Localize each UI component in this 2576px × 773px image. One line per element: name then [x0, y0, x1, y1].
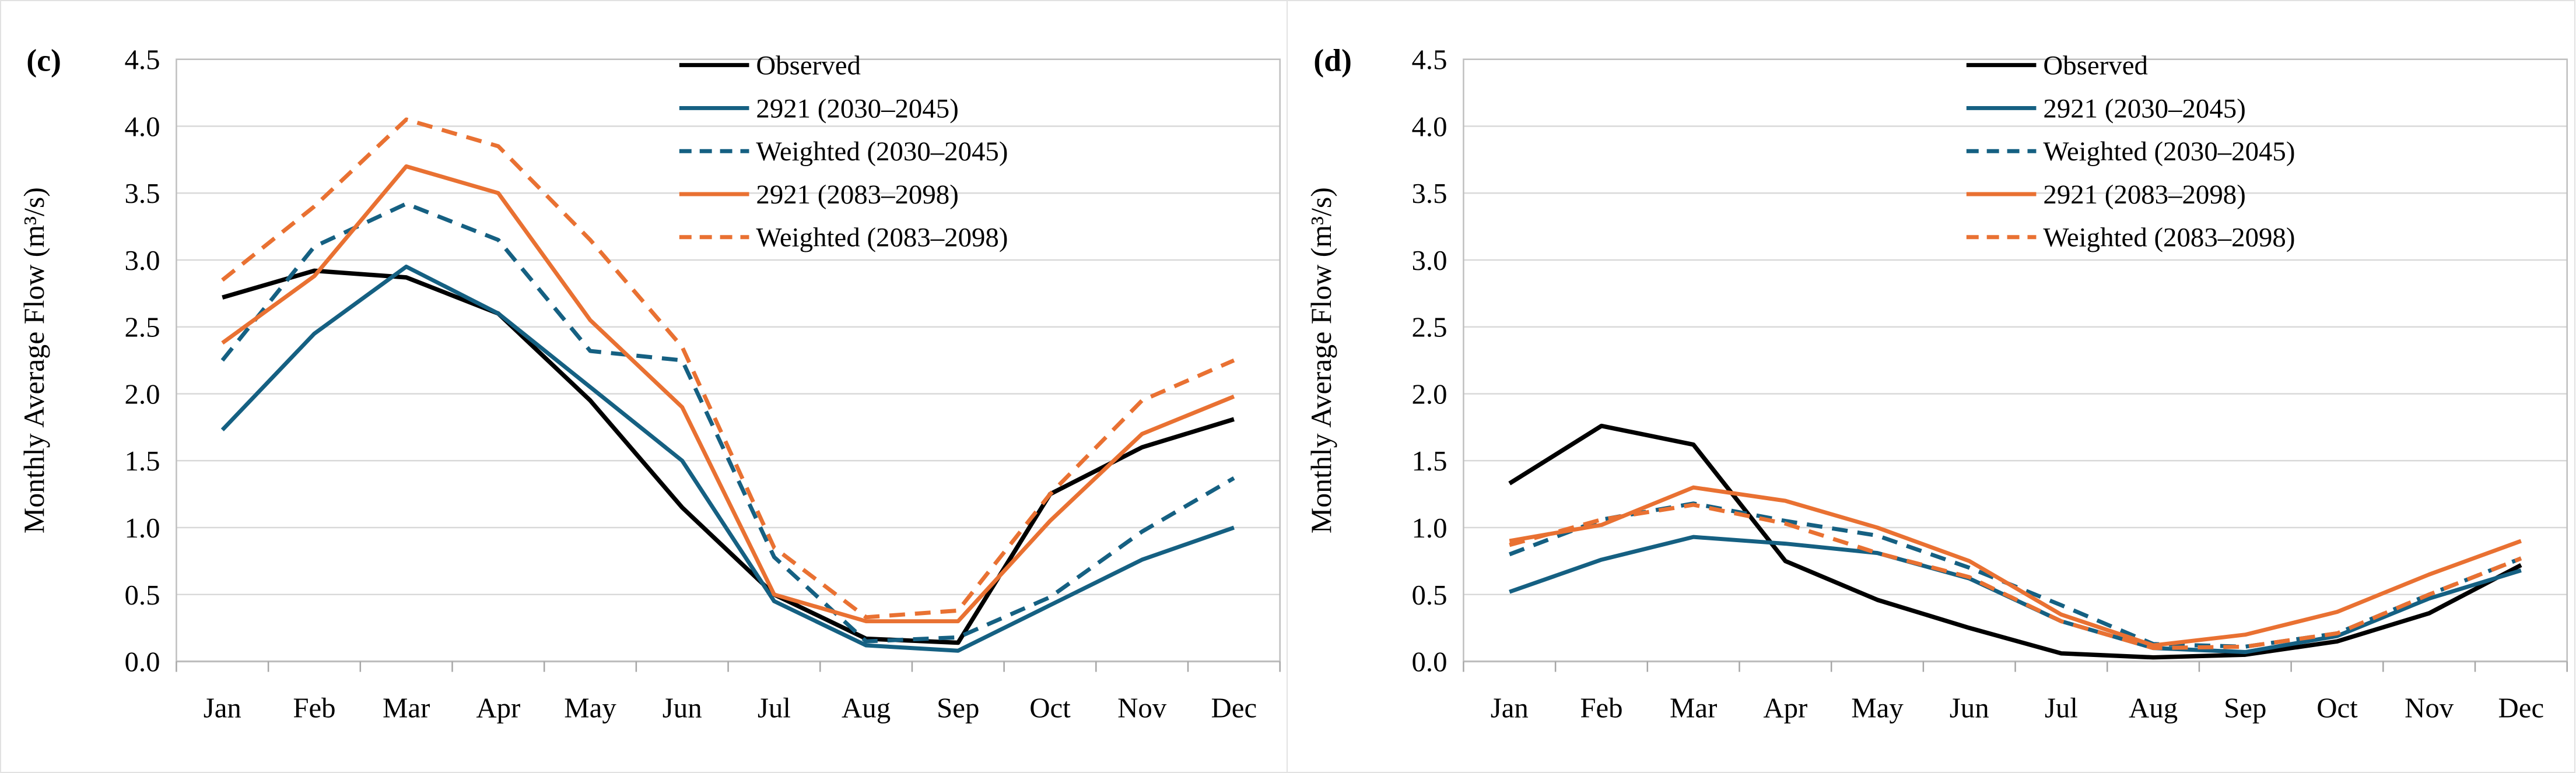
y-tick-label: 2.5 — [1411, 311, 1447, 343]
y-tick-label: 1.5 — [124, 445, 160, 477]
y-tick-label: 4.0 — [1411, 110, 1447, 142]
x-tick-label: Dec — [2498, 691, 2545, 723]
y-tick-label: 1.0 — [124, 512, 160, 544]
x-tick-label: Jun — [1950, 691, 1989, 723]
y-tick-label: 2.5 — [124, 311, 160, 343]
series-line-1 — [1508, 423, 2522, 660]
line-chart-d: 4.5 4.0 3.5 3.0 2.5 2.0 1.5 1.0 0.5 0.0 Jan Feb Mar A… — [1305, 43, 2568, 723]
x-tick-label: Jan — [1491, 691, 1529, 723]
x-tick-label: Sep — [2224, 691, 2266, 723]
line-chart-c: 4.5 4.0 3.5 3.0 2.5 2.0 1.5 1.0 0.5 0.0 Jan Feb Mar A… — [18, 43, 1281, 723]
x-tick-label: Oct — [1029, 691, 1071, 723]
series-line-4 — [1509, 485, 2522, 648]
y-axis-title: Monthly Average Flow (m³/s) — [1305, 187, 1337, 533]
y-tick-label: 2.0 — [1411, 378, 1447, 410]
series-line-5 — [221, 117, 1235, 620]
x-tick-label: May — [564, 691, 616, 723]
y-tick-label: 3.5 — [124, 177, 160, 209]
x-tick-label: Sep — [937, 691, 979, 723]
x-tick-label: Mar — [1670, 691, 1717, 723]
y-tick-label: 2.0 — [124, 378, 160, 410]
panel-label: (d) — [1313, 43, 1352, 78]
legend-label-2: 2921 (2030–2045) — [756, 93, 958, 124]
legend-label-1: Observed — [2043, 51, 2148, 81]
x-tick-label: Aug — [842, 691, 891, 723]
y-axis-title: Monthly Average Flow (m³/s) — [18, 187, 50, 533]
series-line-3 — [1509, 501, 2522, 649]
y-tick-label: 4.5 — [1411, 44, 1447, 76]
y-tick-label: 0.5 — [1411, 579, 1447, 611]
x-tick-label: Jul — [2045, 691, 2078, 723]
y-tick-label: 3.5 — [1411, 177, 1447, 209]
legend-label-5: Weighted (2083–2098) — [2043, 223, 2295, 253]
legend-label-5: Weighted (2083–2098) — [756, 223, 1008, 253]
series-line-3 — [220, 202, 1235, 644]
legend-label-4: 2921 (2083–2098) — [2043, 180, 2245, 210]
legend-label-3: Weighted (2030–2045) — [756, 136, 1008, 167]
x-tick-label: May — [1851, 691, 1904, 723]
x-tick-label: Jul — [758, 691, 791, 723]
series-line-5 — [1509, 503, 2522, 651]
legend-label-4: 2921 (2083–2098) — [756, 180, 958, 210]
x-tick-label: Oct — [2316, 691, 2358, 723]
series-line-4 — [221, 164, 1235, 624]
y-tick-label: 3.0 — [124, 244, 160, 276]
legend-label-3: Weighted (2030–2045) — [2043, 136, 2295, 167]
x-tick-label: Dec — [1211, 691, 1257, 723]
series-line-2 — [220, 264, 1235, 653]
y-tick-label: 1.5 — [1411, 445, 1447, 477]
y-tick-label: 0.5 — [124, 579, 160, 611]
x-tick-label: Feb — [293, 691, 335, 723]
y-tick-label: 0.0 — [1411, 646, 1447, 678]
y-tick-label: 0.0 — [124, 646, 160, 678]
y-tick-label: 3.0 — [1411, 244, 1447, 276]
x-tick-label: Apr — [1763, 691, 1807, 723]
legend-label-1: Observed — [756, 51, 861, 81]
chart-panel-d: 4.5 4.0 3.5 3.0 2.5 2.0 1.5 1.0 0.5 0.0 Jan Feb Mar A… — [1288, 0, 2575, 773]
x-tick-label: Jan — [204, 691, 241, 723]
x-tick-label: Mar — [383, 691, 430, 723]
chart-panel-c: 4.5 4.0 3.5 3.0 2.5 2.0 1.5 1.0 0.5 0.0 Jan Feb Mar A… — [0, 0, 1288, 773]
y-tick-label: 1.0 — [1411, 512, 1447, 544]
legend-label-2: 2921 (2030–2045) — [2043, 93, 2245, 124]
y-tick-label: 4.5 — [124, 44, 160, 76]
x-tick-label: Aug — [2129, 691, 2178, 723]
y-tick-label: 4.0 — [124, 110, 160, 142]
x-tick-label: Jun — [663, 691, 702, 723]
x-tick-label: Apr — [476, 691, 520, 723]
x-tick-label: Feb — [1580, 691, 1622, 723]
x-tick-label: Nov — [2405, 691, 2454, 723]
panel-label: (c) — [26, 43, 61, 78]
x-tick-label: Nov — [1117, 691, 1167, 723]
